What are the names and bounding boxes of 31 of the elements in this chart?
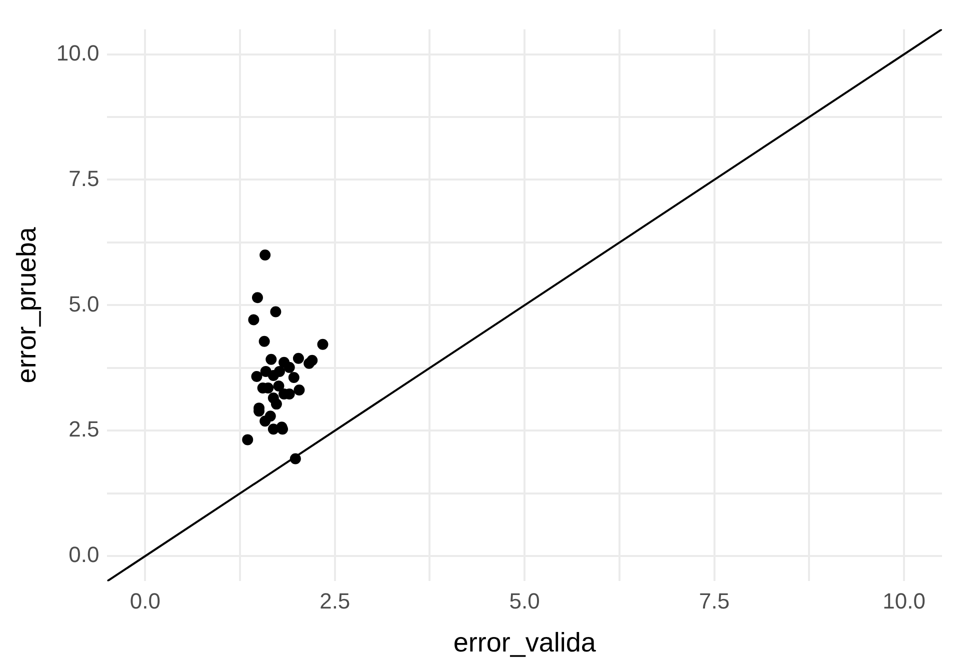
point	[273, 380, 284, 392]
x-axis-title: error_valida	[453, 627, 597, 658]
y-axis-title: error_prueba	[12, 226, 42, 384]
point	[260, 250, 271, 261]
point	[294, 384, 305, 396]
point	[242, 434, 254, 446]
y-tick-label: 10.0	[56, 40, 100, 66]
point	[292, 352, 304, 364]
x-tick-label: 10.0	[882, 588, 926, 614]
point	[304, 358, 315, 369]
point	[248, 314, 260, 326]
point	[270, 398, 282, 410]
point	[317, 338, 328, 350]
point	[266, 354, 277, 365]
point	[251, 370, 262, 382]
x-tick-label: 2.5	[320, 588, 350, 614]
y-tick-label: 5.0	[68, 291, 100, 316]
point	[290, 453, 301, 464]
x-tick-label: 0.0	[130, 588, 160, 614]
y-tick-label: 0.0	[68, 542, 100, 568]
point	[258, 336, 270, 347]
x-tick-label: 7.5	[699, 588, 730, 614]
y-tick-label: 2.5	[68, 416, 100, 442]
point	[288, 372, 300, 383]
x-tick-label: 5.0	[509, 588, 540, 614]
y-tick-label: 7.5	[68, 166, 100, 191]
point	[270, 306, 282, 318]
point	[252, 292, 263, 304]
point	[274, 366, 285, 377]
point	[284, 362, 295, 373]
point	[264, 410, 276, 422]
